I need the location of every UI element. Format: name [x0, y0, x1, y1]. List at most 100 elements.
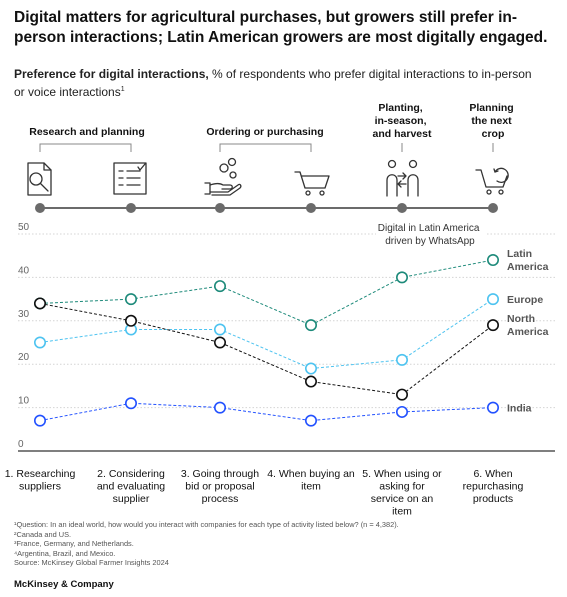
- stage-icons: [27, 157, 509, 197]
- x-tick-label-line: item: [301, 481, 321, 493]
- marker-india-4: [304, 414, 317, 427]
- marker-north-america-3: [214, 336, 227, 349]
- x-tick-label-6: 6. When repurchasing products: [463, 468, 524, 505]
- y-tick-label-30: 30: [18, 309, 30, 320]
- x-tick-label-line: 3. Going through: [181, 468, 259, 480]
- phase-label-next-crop-l1: Planning: [469, 102, 513, 114]
- timeline-dot-6: [488, 203, 498, 213]
- series-label-word: America: [507, 326, 549, 338]
- series-line-europe: [39, 298, 494, 370]
- footnotes: ¹Question: In an ideal world, how would …: [14, 520, 399, 568]
- phase-label-next-crop: Planning the next crop: [469, 102, 516, 140]
- phase-bracket-ordering: [219, 143, 312, 152]
- annotation-box: [376, 218, 486, 249]
- subtitle-bold: Preference for digital interactions,: [14, 67, 209, 81]
- x-tick-label-2: 2. Considering and evaluating supplier: [97, 468, 165, 505]
- marker-latin-america-4: [304, 319, 317, 332]
- marker-europe-1: [33, 336, 46, 349]
- x-tick-label-line: 1. Researching: [5, 468, 76, 480]
- marker-north-america-2: [125, 314, 138, 327]
- brand-logo: McKinsey & Company: [14, 579, 114, 590]
- x-tick-label-line: 4. When buying an: [267, 468, 355, 480]
- phase-label-next-crop-l3: crop: [482, 128, 505, 140]
- annotation-line-2: driven by WhatsApp: [385, 236, 475, 247]
- phase-label-planting-l1: Planting,: [378, 102, 422, 114]
- timeline-dot-4: [306, 203, 316, 213]
- series-markers: [33, 254, 499, 427]
- x-tick-label-5: 5. When using or asking for service on an i…: [362, 468, 442, 518]
- x-tick-label-line: 2. Considering: [97, 468, 165, 480]
- chart-subtitle: Preference for digital interactions, % o…: [14, 67, 534, 100]
- whatsapp-annotation: Digital in Latin America driven by Whats…: [376, 218, 486, 249]
- x-tick-label-line: 5. When using or: [362, 468, 442, 480]
- phase-groups: Research and planning Ordering or purcha…: [29, 102, 516, 152]
- x-tick-label-3: 3. Going through bid or proposal process: [181, 468, 259, 505]
- series-line-latin-america: [39, 259, 494, 326]
- chart-grid: 0 10 20 30 40 50: [18, 222, 555, 452]
- x-tick-label-line: repurchasing: [463, 481, 524, 493]
- y-tick-label-0: 0: [18, 439, 24, 450]
- x-tick-label-line: 6. When: [473, 468, 512, 480]
- timeline-dot-5: [397, 203, 407, 213]
- marker-india-5: [395, 405, 408, 418]
- x-tick-label-line: and evaluating: [97, 481, 165, 493]
- marker-europe-4: [304, 362, 317, 375]
- marker-north-america-5: [395, 388, 408, 401]
- x-tick-label-line: service on an: [371, 493, 434, 505]
- marker-europe-5: [395, 353, 408, 366]
- marker-europe-3: [214, 323, 227, 336]
- y-tick-label-40: 40: [18, 265, 30, 276]
- footnote-source: Source: McKinsey Global Farmer Insights …: [14, 558, 169, 568]
- x-tick-label-line: process: [202, 493, 239, 505]
- series-label-latin-america: Latin America: [507, 248, 549, 273]
- series-line-north-america: [39, 302, 494, 396]
- phase-label-planting-l3: and harvest: [373, 128, 432, 140]
- phase-bracket-research: [39, 143, 132, 152]
- series-lines: [39, 259, 494, 422]
- annotation-text: Digital in Latin America driven by Whats…: [378, 223, 483, 247]
- series-label-word: Latin: [507, 248, 532, 260]
- series-line-india: [39, 402, 494, 422]
- subtitle-rest: % of respondents who prefer digital inte…: [14, 67, 532, 99]
- hand-coins-icon: [204, 157, 242, 196]
- y-tick-label-10: 10: [18, 396, 30, 407]
- document-search-icon: [27, 162, 52, 196]
- marker-india-6: [486, 401, 499, 414]
- series-label-north-america: North America: [507, 313, 549, 338]
- chart-title: Digital matters for agricultural purchas…: [14, 9, 548, 46]
- x-axis-labels: 1. Researching suppliers 2. Considering and…: [5, 468, 524, 518]
- marker-latin-america-3: [214, 280, 227, 293]
- subtitle-footnote-mark: 1: [120, 86, 125, 93]
- timeline-dots: [35, 203, 498, 213]
- marker-latin-america-2: [125, 293, 138, 306]
- series-label-india: India: [507, 403, 532, 415]
- shopping-cart-icon: [294, 171, 330, 196]
- x-tick-label-line: item: [392, 506, 412, 518]
- marker-latin-america-5: [395, 271, 408, 284]
- timeline-dot-1: [35, 203, 45, 213]
- phase-label-research: Research and planning: [29, 126, 145, 138]
- x-tick-label-1: 1. Researching suppliers: [5, 468, 76, 493]
- timeline-dot-2: [126, 203, 136, 213]
- marker-india-2: [125, 397, 138, 410]
- phase-label-planting: Planting, in-season, and harvest: [373, 102, 432, 140]
- series-label-europe: Europe: [507, 294, 543, 306]
- marker-north-america-6: [486, 319, 499, 332]
- x-tick-label-line: supplier: [113, 493, 150, 505]
- marker-europe-6: [486, 293, 499, 306]
- series-label-word: Europe: [507, 294, 543, 306]
- phase-label-ordering: Ordering or purchasing: [206, 126, 323, 138]
- series-label-word: India: [507, 403, 532, 415]
- marker-north-america-1: [33, 297, 46, 310]
- x-tick-label-line: bid or proposal: [185, 481, 254, 493]
- y-tick-label-20: 20: [18, 352, 30, 363]
- phase-label-planting-l2: in-season,: [375, 115, 427, 127]
- y-tick-label-50: 50: [18, 222, 30, 233]
- marker-india-3: [214, 401, 227, 414]
- timeline-dot-3: [215, 203, 225, 213]
- x-tick-label-line: products: [473, 493, 513, 505]
- footnote-2: ²Canada and US.: [14, 529, 72, 539]
- marker-india-1: [33, 414, 46, 427]
